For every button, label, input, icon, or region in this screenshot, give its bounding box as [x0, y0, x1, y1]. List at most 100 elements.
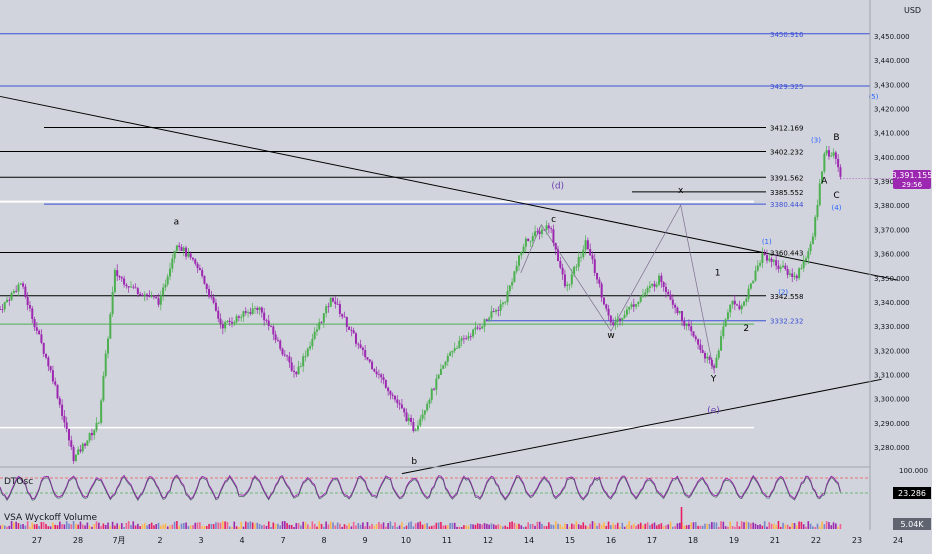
candle-body	[132, 286, 135, 288]
candle-body	[380, 374, 383, 378]
level-label: 3391.562	[770, 174, 803, 182]
candle-body	[777, 265, 780, 269]
candle-body	[109, 314, 112, 339]
candle-body	[299, 366, 302, 368]
volume-bar	[515, 524, 518, 529]
candle-body	[501, 302, 504, 305]
candle-body	[164, 284, 167, 288]
candle-body	[823, 153, 826, 172]
volume-bar	[559, 524, 562, 529]
osc-value-badge	[893, 487, 931, 499]
candle-body	[129, 286, 132, 288]
volume-bar	[447, 525, 449, 529]
volume-bar	[380, 524, 383, 529]
volume-bar	[293, 526, 295, 529]
current-price-value: 3,391.155	[892, 171, 932, 180]
candle-body	[561, 267, 564, 275]
candle-body	[113, 270, 116, 293]
volume-bar	[626, 524, 628, 529]
wave-label: (d)	[551, 181, 564, 191]
volume-bar	[137, 523, 139, 529]
volume-bar	[600, 524, 603, 529]
candle-body	[256, 308, 259, 310]
volume-bar	[543, 525, 546, 529]
candle-body	[724, 319, 727, 327]
candle-body	[12, 290, 15, 294]
volume-bar	[449, 522, 451, 529]
y-tick-label: 3,340.000	[874, 299, 910, 307]
y-tick-label: 3,360.000	[874, 251, 910, 259]
volume-bar	[747, 522, 750, 529]
volume-bar	[839, 523, 842, 529]
volume-bar	[469, 523, 472, 529]
volume-bar	[697, 525, 699, 529]
volume-bar	[591, 521, 594, 529]
volume-bar	[247, 522, 249, 529]
candle-body	[116, 270, 119, 277]
candle-body	[322, 313, 325, 323]
volume-bar	[704, 523, 706, 529]
candle-body	[671, 299, 674, 305]
volume-bar	[492, 524, 495, 529]
volume-bar	[672, 526, 674, 529]
candle-body	[513, 271, 516, 282]
candle-body	[329, 297, 332, 307]
candle-body	[281, 348, 284, 355]
volume-bar	[396, 526, 399, 529]
volume-bar	[821, 521, 823, 529]
volume-bar	[509, 522, 511, 529]
volume-bar	[835, 523, 837, 529]
candle-body	[660, 275, 663, 283]
volume-pane: 5.04K	[0, 507, 931, 530]
volume-bar	[708, 523, 711, 529]
candle-body	[70, 440, 73, 448]
volume-bar	[653, 522, 656, 529]
volume-bar	[665, 525, 667, 529]
volume-bar	[825, 521, 828, 529]
candle-body	[332, 297, 335, 302]
volume-bar	[534, 525, 536, 529]
candle-body	[5, 299, 8, 303]
volume-bar	[382, 522, 385, 529]
volume-bar	[132, 521, 135, 529]
main-pane[interactable]	[0, 0, 870, 467]
candle-body	[784, 265, 787, 269]
volume-bar	[1, 524, 4, 529]
volume-bar	[639, 522, 642, 529]
candle-body	[837, 158, 840, 168]
candle-body	[749, 283, 752, 289]
candle-body	[366, 357, 369, 360]
volume-bar	[180, 523, 183, 529]
volume-bar	[313, 523, 316, 529]
volume-bar	[743, 522, 745, 529]
candle-body	[84, 443, 87, 446]
volume-bar	[327, 524, 330, 529]
volume-bar	[258, 523, 261, 529]
wave-label: (2)	[778, 289, 788, 297]
candle-body	[499, 304, 502, 311]
volume-bar	[809, 523, 812, 529]
volume-bar	[426, 523, 428, 529]
candle-body	[639, 296, 642, 302]
candle-body	[736, 304, 739, 306]
volume-bar	[727, 526, 729, 529]
volume-bar	[701, 525, 704, 529]
candle-body	[77, 449, 80, 455]
oscillator-pane: 100.000 23.286	[0, 467, 931, 502]
volume-bar	[47, 526, 50, 529]
candle-body	[205, 283, 208, 289]
volume-bar	[339, 523, 341, 529]
volume-bar	[791, 522, 794, 529]
candle-body	[511, 281, 514, 286]
volume-bar	[357, 523, 360, 529]
volume-bar	[722, 521, 725, 529]
candle-body	[309, 346, 312, 349]
candle-body	[747, 288, 750, 299]
candle-body	[350, 329, 353, 331]
level-label: 3342.558	[770, 293, 803, 301]
x-tick-label: 12	[483, 536, 493, 545]
volume-bar	[201, 526, 203, 529]
volume-bar	[42, 522, 45, 529]
volume-bar	[566, 524, 569, 529]
